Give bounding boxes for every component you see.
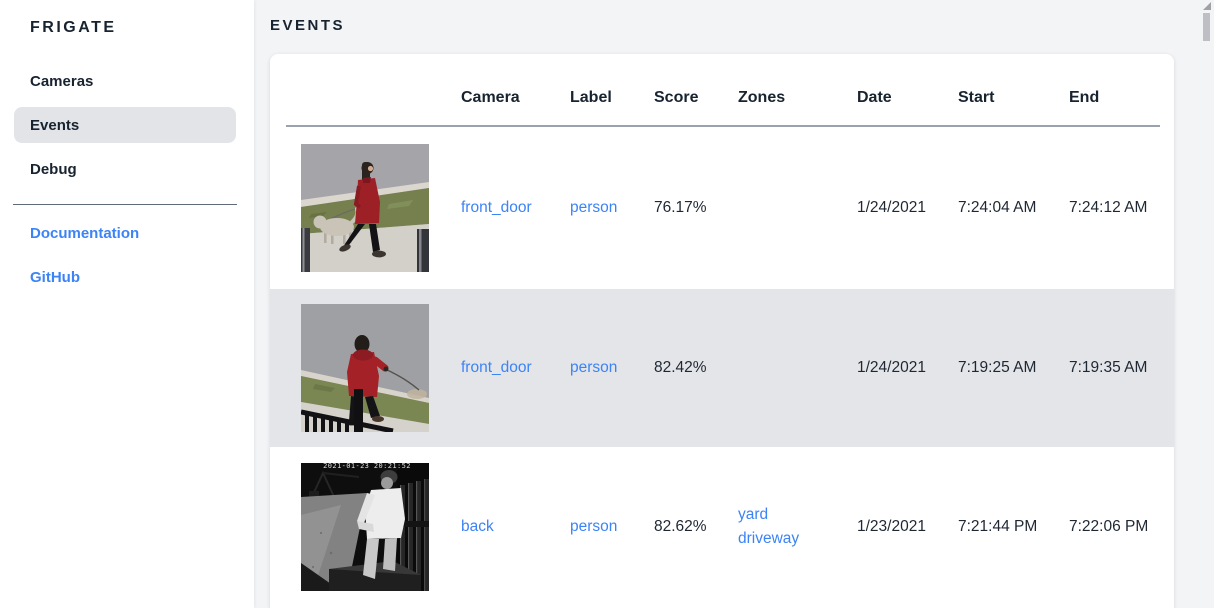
page-scrollbar[interactable] [1202,0,1214,608]
label-cell: person [570,518,654,536]
sidebar-link-label: Documentation [30,224,140,242]
column-start: Start [958,88,995,106]
score-cell: 76.17% [654,199,707,216]
camera-link[interactable]: back [461,518,494,535]
camera-cell: back [461,518,570,536]
date-cell: 1/24/2021 [857,199,926,216]
camera-cell: front_door [461,199,570,217]
end-cell: 7:22:06 PM [1069,518,1149,535]
label-cell: person [570,199,654,217]
end-cell: 7:19:35 AM [1069,359,1148,376]
table-header-rule [286,125,1160,127]
thumbnail-cell: 2021-01-23 20:21:52 [286,463,461,591]
sidebar-item-label: Cameras [30,72,94,90]
score-cell: 82.42% [654,359,707,376]
label-link[interactable]: person [570,518,618,535]
score-cell: 82.62% [654,518,707,535]
main-content: EVENTS Camera Label Score Zones Date Sta… [254,17,1214,608]
event-row[interactable]: front_door person 76.17% 1/24/2021 7:24:… [270,127,1174,289]
thumbnail-cell [286,304,461,432]
label-cell: person [570,359,654,377]
camera-link[interactable]: front_door [461,359,532,376]
events-table-header: Camera Label Score Zones Date Start End [270,54,1174,125]
sidebar-link-github[interactable]: GitHub [14,259,236,295]
column-date: Date [857,88,892,106]
sidebar-item-label: Debug [30,160,77,178]
sidebar-item-cameras[interactable]: Cameras [14,63,236,99]
label-link[interactable]: person [570,359,618,376]
page-title: EVENTS [270,17,346,34]
event-row[interactable]: 2021-01-23 20:21:52 back person 82.62% y… [270,447,1174,607]
start-cell: 7:21:44 PM [958,518,1038,535]
date-cell: 1/24/2021 [857,359,926,376]
sidebar-item-events[interactable]: Events [14,107,236,143]
column-score: Score [654,88,699,106]
end-cell: 7:24:12 AM [1069,199,1148,216]
event-row[interactable]: front_door person 82.42% 1/24/2021 7:19:… [270,289,1174,447]
column-end: End [1069,88,1100,106]
column-zones: Zones [738,88,786,106]
column-label: Label [570,88,612,106]
sidebar: FRIGATE Cameras Events Debug Documentati… [0,0,254,608]
zone-link[interactable]: driveway [738,530,800,547]
event-thumbnail-person-night-infrared[interactable]: 2021-01-23 20:21:52 [301,463,429,591]
camera-link[interactable]: front_door [461,199,532,216]
svg-text:2021-01-23 20:21:52: 2021-01-23 20:21:52 [323,463,411,470]
event-thumbnail-person-red-hoodie[interactable] [301,304,429,432]
event-thumbnail-person-red-coat-dog[interactable] [301,144,429,272]
sidebar-item-label: Events [30,116,80,134]
sidebar-link-label: GitHub [30,268,80,286]
camera-cell: front_door [461,359,570,377]
start-cell: 7:24:04 AM [958,199,1037,216]
start-cell: 7:19:25 AM [958,359,1037,376]
scrollbar-thumb[interactable] [1203,13,1210,41]
column-camera: Camera [461,88,520,106]
events-card: Camera Label Score Zones Date Start End [270,54,1174,608]
sidebar-nav: Cameras Events Debug Documentation GitHu… [0,37,254,295]
scrollbar-up-arrow-icon[interactable] [1203,2,1211,10]
sidebar-link-documentation[interactable]: Documentation [14,215,236,251]
label-link[interactable]: person [570,199,618,216]
app-logo: FRIGATE [30,19,117,36]
thumbnail-cell [286,144,461,272]
sidebar-divider [13,204,237,205]
zones-cell: yard driveway [738,503,857,551]
sidebar-item-debug[interactable]: Debug [14,151,236,187]
date-cell: 1/23/2021 [857,518,926,535]
zone-link[interactable]: yard [738,506,769,523]
